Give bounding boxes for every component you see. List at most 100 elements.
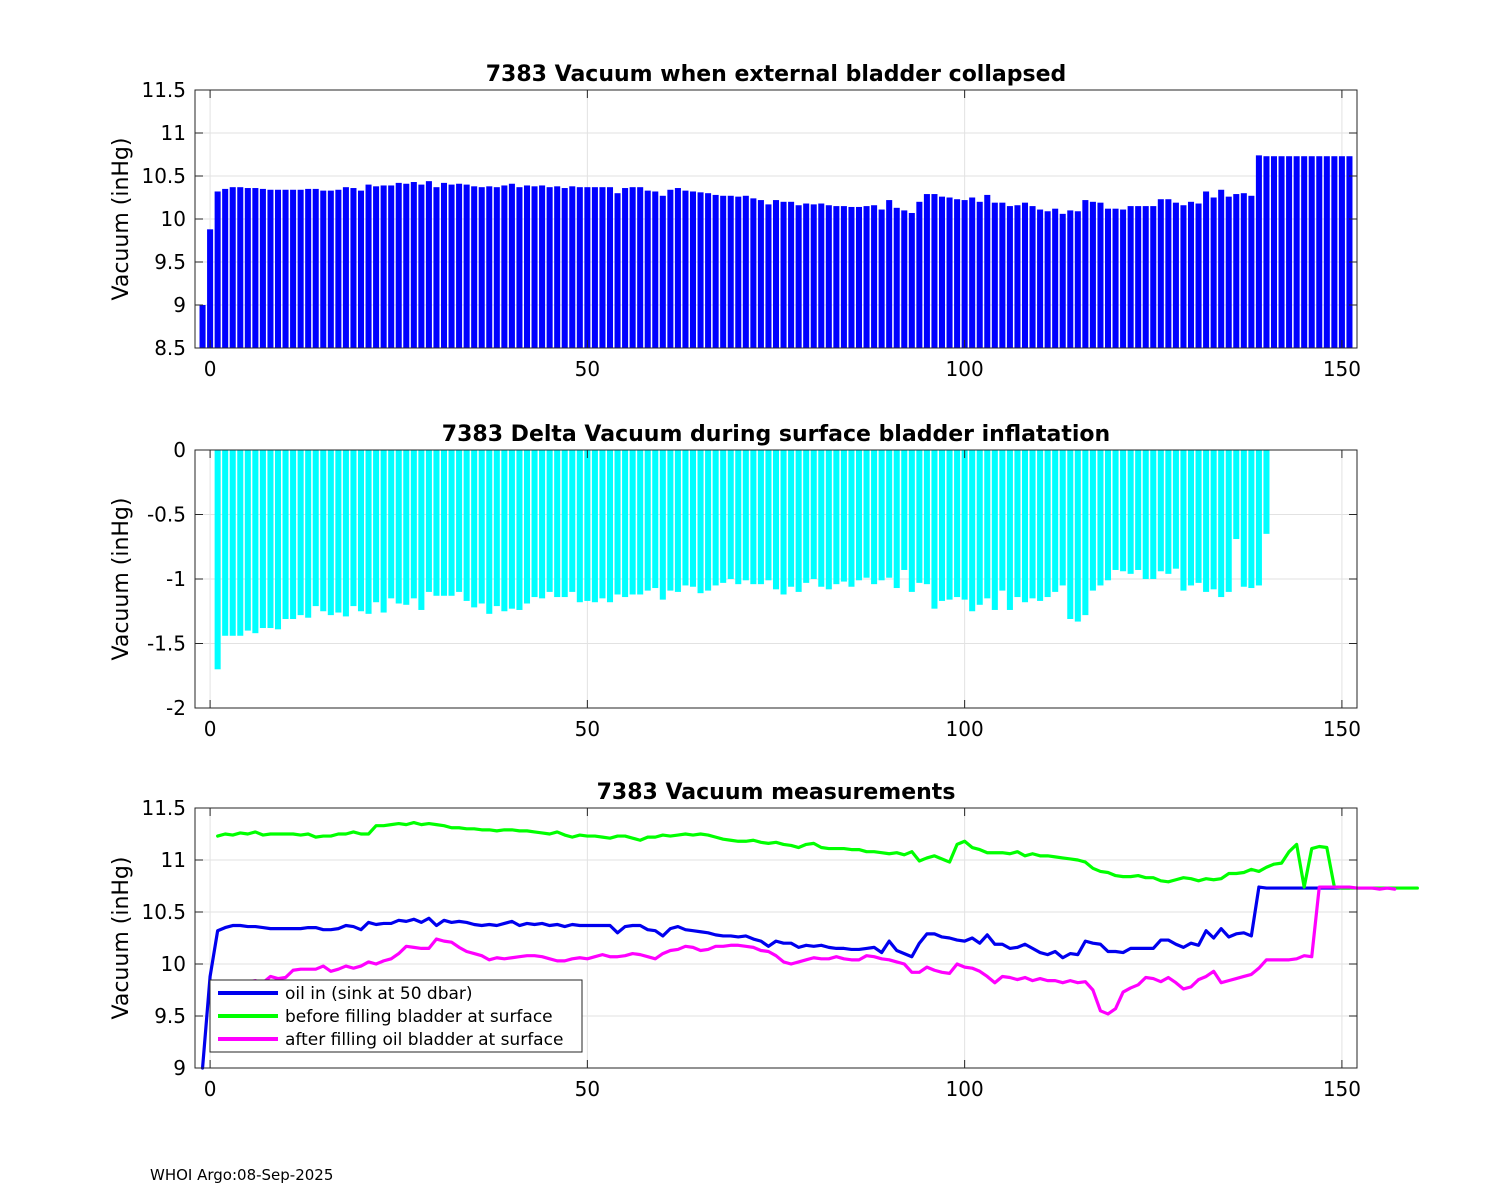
bar <box>976 201 983 348</box>
bar <box>946 450 953 600</box>
bar <box>810 450 817 579</box>
bar <box>1067 210 1074 348</box>
bar <box>282 189 289 348</box>
y-tick-label: 10.5 <box>141 164 186 188</box>
bar <box>674 450 681 592</box>
bar <box>765 204 772 348</box>
bar <box>508 450 515 609</box>
bar <box>1187 201 1195 348</box>
bar <box>440 450 448 596</box>
bar <box>901 210 908 348</box>
bar <box>478 450 485 604</box>
bar <box>1074 450 1081 622</box>
bar <box>380 450 387 613</box>
bar <box>803 450 810 583</box>
series-line-1 <box>200 885 1352 1070</box>
bar <box>1233 450 1240 540</box>
bar <box>991 202 998 348</box>
bar <box>395 450 402 604</box>
bar <box>674 188 681 348</box>
bar <box>855 450 863 581</box>
bar <box>342 450 349 617</box>
bar <box>1104 450 1112 581</box>
bar <box>1263 450 1270 534</box>
axes-box <box>194 807 1358 1069</box>
bar <box>493 450 500 607</box>
bar <box>373 450 380 603</box>
bar <box>267 450 274 629</box>
bar <box>388 450 395 599</box>
bar <box>516 187 523 348</box>
bar <box>252 450 259 634</box>
y-tick-label: -2 <box>166 696 186 720</box>
bar <box>1293 156 1300 348</box>
bar <box>214 191 221 348</box>
bar <box>697 192 704 348</box>
bar <box>554 450 561 598</box>
chart-title: 7383 Vacuum measurements <box>597 780 956 805</box>
bar <box>893 450 900 589</box>
bar <box>1263 156 1270 348</box>
bar <box>750 198 757 348</box>
bar <box>516 450 523 610</box>
bar <box>554 186 561 348</box>
bar <box>1120 450 1127 572</box>
x-tick-label: 150 <box>1323 717 1361 741</box>
bar <box>1097 202 1104 348</box>
bar <box>478 187 485 348</box>
bar <box>486 450 493 614</box>
bar <box>637 187 644 348</box>
bar <box>523 450 531 604</box>
bar <box>335 450 342 613</box>
bar <box>561 188 568 348</box>
x-tick-label: 100 <box>946 717 984 741</box>
bar <box>1127 450 1134 574</box>
bar <box>825 205 832 348</box>
bar <box>531 450 538 598</box>
bar <box>629 450 636 595</box>
bar <box>410 182 417 348</box>
bar <box>1006 206 1013 348</box>
bar <box>523 185 531 348</box>
bar <box>878 450 885 581</box>
bar <box>840 450 847 582</box>
bar <box>1112 450 1119 570</box>
y-tick-label: -1.5 <box>147 632 186 656</box>
bar <box>388 185 395 348</box>
bar <box>290 189 297 348</box>
bar <box>901 450 908 570</box>
bar <box>312 450 319 607</box>
x-tick-label: 0 <box>204 1077 217 1101</box>
bar <box>1210 450 1217 590</box>
bar <box>350 450 357 607</box>
bar <box>471 186 478 348</box>
y-tick-label: 8.5 <box>154 336 186 360</box>
bar <box>546 450 553 592</box>
bar <box>644 450 651 591</box>
bar <box>244 188 251 348</box>
bar <box>969 450 976 612</box>
bar <box>327 190 334 348</box>
bar <box>961 200 968 348</box>
bar <box>871 205 878 348</box>
bar <box>1142 450 1149 579</box>
bar <box>614 193 621 348</box>
bar <box>1233 194 1240 348</box>
y-tick-label: 9 <box>173 293 186 317</box>
bar <box>689 450 697 587</box>
bar <box>908 212 915 348</box>
legend: oil in (sink at 50 dbar) before filling b… <box>209 979 583 1053</box>
bar <box>222 188 229 348</box>
bar <box>448 450 455 596</box>
bar <box>712 450 719 586</box>
bar <box>1142 206 1149 348</box>
bar <box>576 450 583 603</box>
bar <box>848 450 855 587</box>
bar <box>916 201 923 348</box>
bar <box>735 196 742 348</box>
bar <box>961 450 968 600</box>
bar <box>599 450 606 599</box>
bar <box>954 450 961 598</box>
bar <box>501 450 508 612</box>
